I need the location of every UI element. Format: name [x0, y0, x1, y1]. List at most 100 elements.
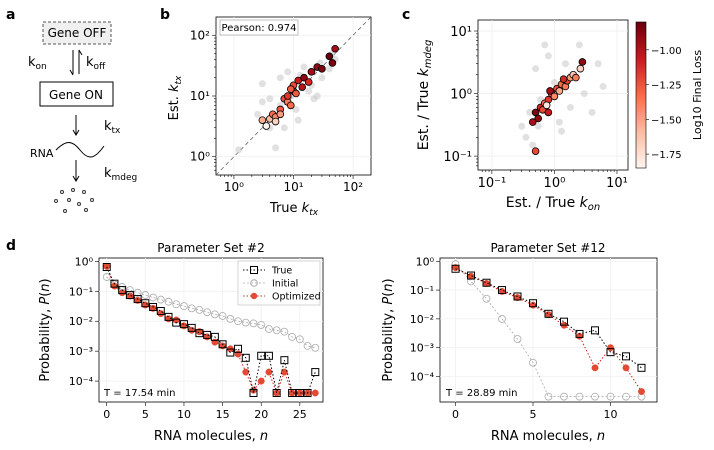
k-mdeg-label: kmdeg [104, 166, 137, 183]
legend-marker [250, 279, 258, 287]
marker-initial [288, 332, 297, 341]
colorbar-label: Log10 Final Loss [691, 50, 704, 140]
x-tick-label: 5 [530, 408, 537, 421]
marker-initial [210, 310, 219, 319]
marker-optimized [242, 368, 250, 376]
panel-letter-a: a [6, 7, 15, 23]
series-line-initial [455, 263, 642, 398]
y-tick-label: 10⁻³ [69, 345, 93, 358]
x-axis-label-b: True ktx [269, 201, 319, 218]
x-tick-label: 10⁰ [224, 180, 244, 194]
marker-initial [156, 295, 165, 304]
y-tick-label: 10⁰ [416, 255, 435, 268]
y-tick-label: 10¹ [190, 89, 210, 103]
rna-squiggle [55, 142, 105, 158]
y-ticks-c: 10⁻¹ 10⁰ 10¹ [443, 25, 478, 167]
points-b [258, 44, 339, 130]
marker-initial [575, 392, 584, 401]
x-ticks-b: 10⁰ 10¹ 10² [220, 175, 363, 194]
background-point [325, 65, 333, 73]
colorbar-tick-label: −1.00 [651, 46, 682, 57]
legend-d1: True Initial Optimized [237, 260, 321, 306]
data-point [258, 116, 267, 124]
marker-true [295, 388, 304, 397]
marker-initial [303, 341, 312, 350]
x-tick-label: 10 [177, 408, 191, 421]
marker-optimized [311, 389, 319, 397]
colorbar-tick-label: −1.25 [651, 81, 682, 92]
marker-true [513, 292, 522, 301]
x-tick-label: 10⁰ [544, 176, 566, 191]
arrow-off-head [78, 49, 83, 56]
data-point [559, 75, 568, 83]
background-point [541, 41, 549, 49]
x-axis-label-d2: RNA molecules, n [491, 429, 605, 444]
panel-letter-c: c [402, 7, 410, 23]
y-tick-label: 10⁻² [410, 313, 434, 326]
background-point [305, 87, 313, 95]
background-point [594, 60, 602, 68]
plot-area-d2 [439, 257, 658, 403]
marker-true [288, 388, 297, 397]
data-point [531, 147, 540, 155]
marker-true [210, 332, 219, 341]
marker-true [451, 264, 460, 273]
background-point [558, 127, 566, 135]
data-point [262, 122, 271, 130]
y-ticks-d1: 10⁰ 10⁻¹ 10⁻² 10⁻³ 10⁻⁴ [69, 255, 99, 388]
data-point [550, 92, 559, 101]
marker-true [622, 352, 630, 361]
background-point [580, 90, 588, 98]
arrow-on-head [69, 69, 74, 76]
x-tick-label: 10⁻¹ [478, 176, 507, 191]
marker-true [272, 388, 281, 397]
marker-initial [141, 291, 150, 299]
y-tick-label: 10⁰ [450, 88, 472, 103]
data-point [325, 52, 334, 61]
x-tick-label: 10¹ [283, 180, 303, 194]
background-point [272, 144, 280, 152]
marker-optimized [273, 389, 281, 397]
marker-optimized [280, 368, 288, 376]
marker-true [311, 368, 320, 377]
marker-initial [172, 300, 181, 309]
marker-initial [513, 335, 522, 343]
marker-initial [311, 343, 320, 352]
gene-off-box [42, 21, 112, 45]
data-point [298, 83, 307, 91]
background-point [280, 124, 288, 132]
marker-true [560, 317, 568, 326]
y-tick-label: 10⁻² [69, 315, 93, 328]
marker-true [482, 278, 491, 287]
series-line-true [455, 268, 642, 369]
x-ticks-d1: 0 5 10 15 20 25 [103, 402, 307, 421]
y-ticks-b: 10⁰ 10¹ 10² [190, 28, 216, 171]
marker-true [125, 291, 134, 300]
marker-true [226, 348, 235, 357]
k-off-label: koff [86, 55, 106, 72]
background-point [550, 79, 558, 87]
background-point [534, 122, 542, 130]
marker-initial [498, 314, 506, 323]
x-ticks-d2: 0 5 10 [452, 402, 618, 421]
data-point [286, 101, 295, 110]
marker-initial [187, 304, 196, 313]
y-tick-label: 10⁻⁴ [410, 370, 435, 383]
marker-true [203, 330, 212, 339]
data-point [331, 44, 339, 53]
marker-true [187, 323, 196, 332]
legend-label: Initial [272, 279, 298, 290]
data-point [286, 85, 295, 93]
colorbar-tick-label: −1.75 [651, 150, 682, 161]
data-point [528, 118, 537, 126]
marker-initial [249, 319, 258, 328]
background-point [588, 108, 596, 116]
x-axis-label-d1: RNA molecules, n [154, 429, 268, 444]
x-tick-label: 15 [216, 408, 230, 421]
background-point [258, 80, 266, 88]
marker-optimized [638, 388, 645, 395]
y-tick-label: 10¹ [450, 25, 472, 40]
panel-d: d Parameter Set #2 0 5 10 15 20 25 10⁰ 10⁻¹ 10⁻… [6, 238, 658, 444]
marker-optimized [607, 344, 614, 352]
